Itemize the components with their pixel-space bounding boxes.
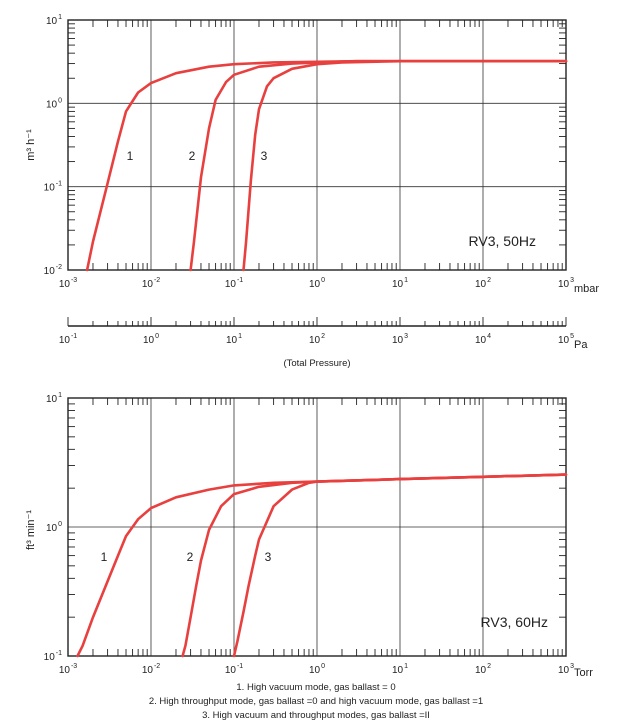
x-axis-unit: Torr [574,667,593,679]
x-tick-label: 103 [558,663,574,676]
plot-frame [67,397,567,657]
x-tick-label: 101 [392,277,408,290]
minor-ticks [68,398,566,656]
y-tick-label: 100 [46,97,62,110]
secondary-x-tick-label: 10-1 [59,333,77,346]
y-tick-label: 10-1 [44,650,62,663]
secondary-axis-unit: Pa [574,339,588,351]
x-tick-label: 103 [558,277,574,290]
series-2-label: 2 [187,550,194,564]
series-3-label: 3 [265,550,272,564]
secondary-x-tick-label: 100 [143,333,159,346]
x-tick-label: 102 [475,277,491,290]
legend-item-1: 1. High vacuum mode, gas ballast = 0 [236,682,395,693]
panel-label: RV3, 50Hz [469,233,536,249]
legend-item-2: 2. High throughput mode, gas ballast =0 … [149,696,483,707]
y-tick-label: 101 [46,14,62,27]
x-tick-label: 10-1 [225,663,243,676]
y-axis-unit: ft³ min⁻¹ [25,510,37,550]
series-1-label: 1 [101,550,108,564]
x-tick-label: 100 [309,277,325,290]
series-3-line [232,473,568,658]
x-tick-label: 100 [309,663,325,676]
minor-ticks [68,20,566,270]
y-tick-label: 101 [46,392,62,405]
series-1-label: 1 [127,149,134,163]
x-tick-label: 101 [392,663,408,676]
secondary-x-tick-label: 102 [309,333,325,346]
legend-item-3: 3. High vacuum and throughput modes, gas… [202,710,430,721]
y-axis-unit: m³ h⁻¹ [25,129,37,161]
secondary-x-tick-label: 105 [558,333,574,346]
x-tick-label: 102 [475,663,491,676]
series-2-label: 2 [189,149,196,163]
secondary-axis-caption: (Total Pressure) [283,358,350,369]
x-tick-label: 10-3 [59,277,77,290]
y-tick-label: 10-1 [44,181,62,194]
secondary-x-tick-label: 103 [392,333,408,346]
series-3-line [242,59,568,272]
y-tick-label: 10-2 [44,264,62,277]
secondary-x-tick-label: 101 [226,333,242,346]
legend: 1. High vacuum mode, gas ballast = 0 2. … [149,682,483,721]
y-tick-label: 100 [46,521,62,534]
secondary-x-tick-label: 104 [475,333,491,346]
x-tick-label: 10-2 [142,663,160,676]
series-3-label: 3 [261,149,268,163]
x-axis-unit: mbar [574,283,599,295]
panel-label: RV3, 60Hz [481,614,548,630]
x-tick-label: 10-3 [59,663,77,676]
plot-frame [67,19,567,271]
x-tick-label: 10-2 [142,277,160,290]
x-tick-label: 10-1 [225,277,243,290]
chart-bottom-60hz: 1 2 3 RV3, 60Hz 10-3 10-2 10-1 100 101 102 103 10-1… [25,392,593,679]
